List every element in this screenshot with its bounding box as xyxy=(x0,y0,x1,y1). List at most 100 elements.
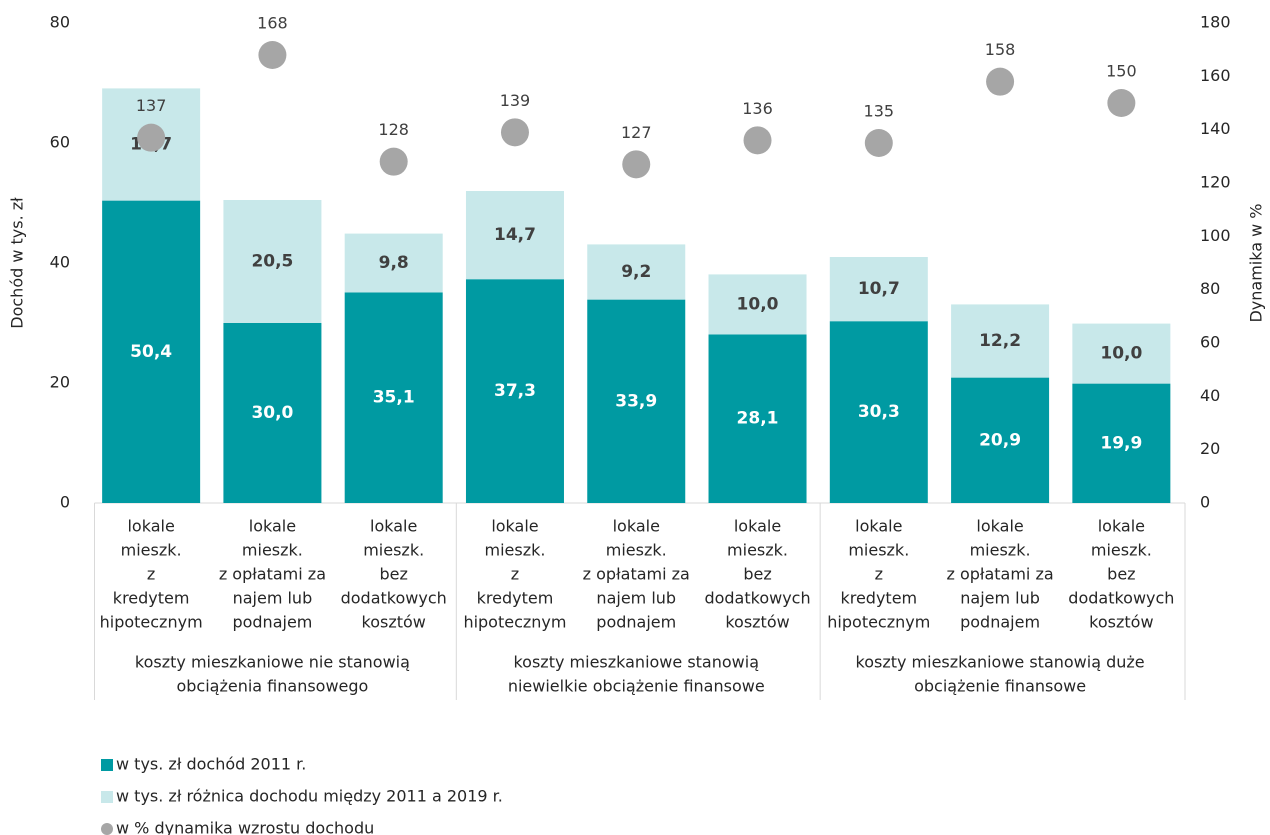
bar xyxy=(102,200,201,503)
group-label: koszty mieszkaniowe stanowią xyxy=(513,653,759,672)
group-label: koszty mieszkaniowe stanowią duże xyxy=(856,653,1145,672)
x-tick-label: hipotecznym xyxy=(463,613,566,632)
x-tick-label: dodatkowych xyxy=(704,589,810,608)
x-tick-label: hipotecznym xyxy=(100,613,203,632)
legend-label: w % dynamika wzrostu dochodu xyxy=(116,819,374,835)
data-label: 20,9 xyxy=(979,430,1021,450)
legend-label: w tys. zł dochód 2011 r. xyxy=(116,755,306,774)
legend-label: w tys. zł różnica dochodu między 2011 a … xyxy=(116,787,503,806)
x-tick-label: lokale xyxy=(976,517,1023,536)
bar xyxy=(951,304,1050,378)
data-label: 139 xyxy=(500,91,531,110)
dot xyxy=(500,118,529,147)
x-tick-label: dodatkowych xyxy=(341,589,447,608)
y2-tick-label: 140 xyxy=(1200,119,1231,138)
bar xyxy=(587,299,686,503)
legend-marker xyxy=(101,759,113,771)
data-label: 37,3 xyxy=(494,381,536,401)
x-tick-label: z xyxy=(511,565,519,584)
x-tick-label: mieszk. xyxy=(970,541,1031,560)
bar xyxy=(1072,383,1171,503)
data-label: 30,3 xyxy=(858,402,900,422)
data-label: 10,0 xyxy=(1100,344,1142,364)
y-tick-label: 20 xyxy=(50,373,70,392)
x-tick-label: mieszk. xyxy=(484,541,545,560)
x-tick-label: lokale xyxy=(491,517,538,536)
bar xyxy=(223,323,322,503)
x-tick-label: mieszk. xyxy=(727,541,788,560)
bar xyxy=(829,321,928,503)
group-label: niewielkie obciążenie finansowe xyxy=(508,677,765,696)
data-label: 136 xyxy=(742,99,773,118)
legend-marker xyxy=(101,791,113,803)
data-label: 19,9 xyxy=(1100,433,1142,453)
dot xyxy=(743,126,772,155)
x-tick-label: lokale xyxy=(127,517,174,536)
y2-tick-label: 0 xyxy=(1200,493,1210,512)
dot xyxy=(1107,89,1136,117)
dot xyxy=(379,147,408,176)
data-label: 20,5 xyxy=(251,252,293,272)
y2-tick-label: 100 xyxy=(1200,226,1231,245)
group-label: obciążenia finansowego xyxy=(176,677,368,696)
bar xyxy=(829,257,928,322)
y-tick-label: 40 xyxy=(50,253,70,272)
x-tick-label: z opłatami za xyxy=(946,565,1053,584)
y2-tick-label: 40 xyxy=(1200,386,1220,405)
x-tick-label: mieszk. xyxy=(606,541,667,560)
group-label: koszty mieszkaniowe nie stanowią xyxy=(135,653,410,672)
dot xyxy=(258,41,287,69)
x-tick-label: najem lub xyxy=(960,589,1040,608)
x-tick-label: lokale xyxy=(249,517,296,536)
x-tick-label: bez xyxy=(743,565,771,584)
x-tick-label: podnajem xyxy=(232,613,312,632)
dot xyxy=(864,129,893,157)
y2-tick-label: 20 xyxy=(1200,439,1220,458)
x-tick-label: najem lub xyxy=(596,589,676,608)
bar xyxy=(951,377,1050,503)
data-label: 158 xyxy=(985,40,1016,59)
bar xyxy=(587,244,686,300)
data-label: 50,4 xyxy=(130,342,172,362)
x-tick-label: bez xyxy=(379,565,407,584)
x-tick-label: mieszk. xyxy=(848,541,909,560)
group-label: obciążenie finansowe xyxy=(914,677,1086,696)
y2-tick-label: 160 xyxy=(1200,66,1231,85)
data-label: 168 xyxy=(257,14,288,33)
data-label: 12,2 xyxy=(979,331,1021,351)
x-tick-label: z opłatami za xyxy=(583,565,690,584)
x-tick-label: lokale xyxy=(613,517,660,536)
x-tick-label: lokale xyxy=(855,517,902,536)
y-tick-label: 0 xyxy=(60,493,70,512)
y-axis-label: Dochód w tys. zł xyxy=(8,197,27,329)
y2-axis-label: Dynamika w % xyxy=(1247,203,1266,322)
bar xyxy=(465,191,564,280)
y2-tick-label: 120 xyxy=(1200,173,1231,192)
x-tick-label: z xyxy=(875,565,883,584)
bar xyxy=(223,200,322,323)
bar xyxy=(708,274,807,335)
data-label: 127 xyxy=(621,123,652,142)
data-label: 33,9 xyxy=(615,391,657,411)
x-tick-label: z opłatami za xyxy=(219,565,326,584)
x-tick-label: kredytem xyxy=(113,589,190,608)
y2-tick-label: 180 xyxy=(1200,13,1231,32)
x-tick-label: kredytem xyxy=(477,589,554,608)
x-tick-label: najem lub xyxy=(233,589,313,608)
data-label: 137 xyxy=(136,96,167,115)
x-tick-label: mieszk. xyxy=(1091,541,1152,560)
y-tick-label: 80 xyxy=(50,13,70,32)
x-tick-label: kosztów xyxy=(1089,613,1153,632)
x-tick-label: mieszk. xyxy=(242,541,303,560)
y2-tick-label: 60 xyxy=(1200,333,1220,352)
x-tick-label: lokale xyxy=(734,517,781,536)
legend-marker xyxy=(101,823,113,835)
dot xyxy=(137,123,166,152)
x-tick-label: kosztów xyxy=(362,613,426,632)
y2-tick-label: 80 xyxy=(1200,279,1220,298)
dot xyxy=(986,67,1015,96)
data-label: 35,1 xyxy=(373,388,415,408)
x-tick-label: bez xyxy=(1107,565,1135,584)
x-tick-label: hipotecznym xyxy=(827,613,930,632)
